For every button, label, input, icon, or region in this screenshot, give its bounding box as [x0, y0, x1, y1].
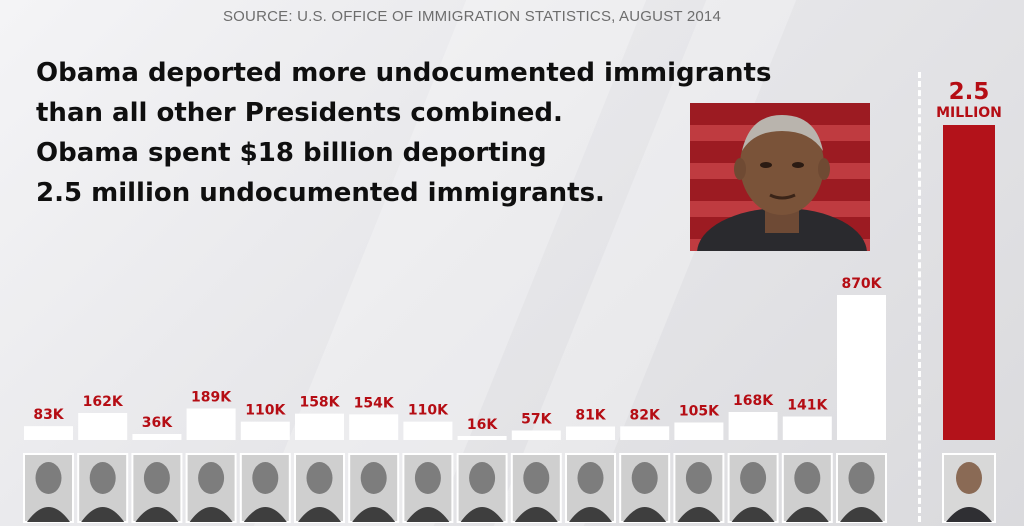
bar-8 [457, 436, 507, 440]
bar-value-label-0: 83K [33, 407, 64, 423]
bar-value-label-3: 189K [191, 390, 232, 406]
portrait-illustration [697, 115, 867, 251]
bar-value-label-2: 36K [142, 415, 173, 431]
bar-12 [674, 422, 724, 440]
president-portrait-3 [185, 453, 237, 523]
president-portrait-5 [294, 453, 345, 523]
obama-photo [690, 103, 870, 251]
chart-divider [918, 72, 921, 522]
bar-value-label-5: 158K [299, 395, 340, 411]
bar-value-label-8: 16K [467, 417, 498, 433]
source-caption: SOURCE: U.S. OFFICE OF IMMIGRATION STATI… [222, 8, 722, 25]
bar-14 [782, 416, 832, 440]
president-portrait-12 [673, 453, 725, 523]
obama-value-unit: MILLION [936, 105, 1002, 121]
bar-value-label-6: 154K [354, 395, 395, 411]
president-portrait-10 [565, 453, 616, 523]
bar-value-label-10: 81K [575, 408, 606, 424]
president-portrait-13 [727, 453, 779, 523]
president-portrait-8 [456, 453, 508, 523]
president-portrait-7 [402, 453, 454, 523]
bar-3 [186, 408, 236, 440]
bar-value-label-4: 110K [245, 403, 286, 419]
bar-value-label-1: 162K [83, 394, 124, 410]
bar-9 [511, 430, 561, 440]
bar-value-label-15: 870K [841, 276, 882, 292]
bar-1 [78, 413, 128, 440]
president-portrait-4 [239, 453, 291, 523]
president-portrait-6 [348, 453, 400, 523]
president-portrait-15 [836, 453, 887, 523]
bar-7 [403, 421, 453, 440]
president-portrait-0 [23, 453, 74, 523]
bar-value-label-14: 141K [787, 398, 828, 414]
obama-portrait [942, 453, 996, 523]
bar-6 [349, 414, 399, 440]
bar-value-label-13: 168K [733, 393, 774, 409]
bar-2 [132, 434, 182, 440]
obama-bar [943, 125, 995, 440]
bar-value-label-7: 110K [408, 403, 449, 419]
president-portrait-9 [510, 453, 562, 523]
bar-value-label-9: 57K [521, 412, 552, 428]
headline-line-3: Obama spent $18 billion deporting [36, 138, 547, 168]
president-portrait-14 [781, 453, 833, 523]
bar-5 [295, 413, 344, 440]
headline-line-2: than all other Presidents combined. [36, 98, 563, 128]
bar-15 [837, 295, 886, 440]
president-portrait-11 [619, 453, 671, 523]
bar-13 [728, 412, 778, 440]
bar-value-label-11: 82K [630, 407, 661, 423]
president-portrait-2 [131, 453, 183, 523]
bar-11 [620, 426, 670, 440]
obama-value-number: 2.5 [949, 79, 990, 105]
bar-10 [566, 426, 615, 440]
president-portrait-1 [77, 453, 129, 523]
bar-4 [240, 421, 290, 440]
bar-value-label-12: 105K [679, 404, 720, 420]
headline-line-4: 2.5 million undocumented immigrants. [36, 178, 605, 208]
headline-line-1: Obama deported more undocumented immigra… [36, 58, 772, 88]
bar-0 [24, 426, 73, 440]
headline: Obama deported more undocumented immigra… [36, 53, 876, 213]
